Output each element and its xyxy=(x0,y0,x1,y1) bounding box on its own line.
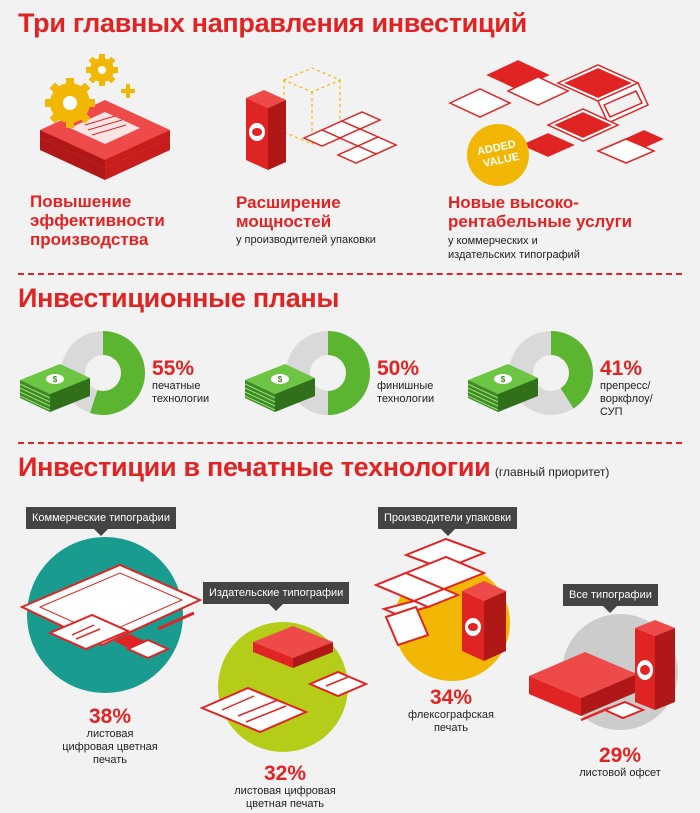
book-icon xyxy=(199,622,369,752)
gears-icon xyxy=(40,54,170,180)
tech-percent-packaging: 34% xyxy=(429,686,473,709)
donut-share-2 xyxy=(328,331,370,415)
segment-label-packaging: Производители упаковки xyxy=(378,507,518,536)
section-divider-2 xyxy=(18,442,682,444)
tech-label-commercial: листовая цифровая цветная печать xyxy=(62,728,158,766)
tech-label-packaging: флексографская печать xyxy=(408,709,494,734)
plan-card-1: 55% печатные технологии xyxy=(152,358,209,406)
plan-donut-1: $ xyxy=(19,331,145,415)
plan-label-line: финишные xyxy=(377,380,434,392)
tech-card-all: 29% листовой офсет xyxy=(565,745,675,780)
donut-hole xyxy=(533,355,569,391)
section-title-directions: Три главных направления инвестиций xyxy=(18,8,527,38)
plan-percent: 41% xyxy=(600,357,643,380)
paper-icon xyxy=(19,537,203,693)
svg-text:$: $ xyxy=(53,375,58,384)
donut-share-3 xyxy=(551,331,593,409)
donut-hole xyxy=(310,355,346,391)
package-icon xyxy=(373,537,510,681)
direction-3-block: Новые высоко- рентабельные услуги у комм… xyxy=(448,193,632,262)
donut-hole xyxy=(85,355,121,391)
money-icon: $ xyxy=(467,364,538,412)
section-title-tech-wrap: Инвестиции в печатные технологии (главны… xyxy=(18,452,609,483)
money-icon: $ xyxy=(19,364,90,412)
tech-card-publishing: 32% листовая цифровая цветная печать xyxy=(210,763,360,811)
tech-percent-all: 29% xyxy=(598,744,642,767)
devices-icon: ADDED VALUE xyxy=(448,60,664,186)
tech-percent-commercial: 38% xyxy=(88,705,132,728)
segment-label-commercial: Коммерческие типографии xyxy=(26,507,176,536)
box-icon xyxy=(246,67,398,170)
plan-percent: 55% xyxy=(152,357,195,380)
tech-label-all: листовой офсет xyxy=(579,767,661,779)
segment-label-all: Все типографии xyxy=(563,584,658,613)
direction-2-title: Расширение мощностей xyxy=(236,193,341,231)
book-box-icon xyxy=(529,614,678,730)
plan-percent: 50% xyxy=(377,357,420,380)
money-icon: $ xyxy=(244,364,315,412)
section-title-tech: Инвестиции в печатные технологии xyxy=(18,452,491,482)
tech-label-publishing: листовая цифровая цветная печать xyxy=(234,785,336,810)
section-title-plans: Инвестиционные планы xyxy=(18,283,340,313)
plan-donut-3: $ xyxy=(467,331,593,415)
direction-3-subtitle: у коммерческих и издательских типографий xyxy=(448,235,580,261)
direction-1-title: Повышение эффективности производства xyxy=(30,192,165,249)
direction-3-title: Новые высоко- рентабельные услуги xyxy=(448,193,633,231)
section-title-tech-note: (главный приоритет) xyxy=(494,465,610,479)
section-divider-1 xyxy=(18,273,682,275)
segment-label-publishing: Издательские типографии xyxy=(203,582,350,611)
plan-donut-2: $ xyxy=(244,331,370,415)
tech-percent-publishing: 32% xyxy=(263,762,307,785)
direction-2-subtitle: у производителей упаковки xyxy=(236,234,376,246)
plan-label-line: воркфлоу/ xyxy=(600,393,653,405)
direction-2-block: Расширение мощностей у производителей уп… xyxy=(236,193,376,247)
tech-card-commercial: 38% листовая цифровая цветная печать xyxy=(40,706,180,767)
plan-label-line: СУП xyxy=(600,406,623,418)
svg-text:$: $ xyxy=(501,375,506,384)
plan-label-line: технологии xyxy=(377,393,435,405)
plan-card-3: 41% препресс/воркфлоу/СУП xyxy=(600,358,653,419)
plan-label-line: технологии xyxy=(152,393,210,405)
plan-label-line: препресс/ xyxy=(600,380,651,392)
plan-label-line: печатные xyxy=(152,380,201,392)
svg-text:$: $ xyxy=(278,375,283,384)
plan-card-2: 50% финишные технологии xyxy=(377,358,434,406)
tech-card-packaging: 34% флексографская печать xyxy=(386,687,516,735)
